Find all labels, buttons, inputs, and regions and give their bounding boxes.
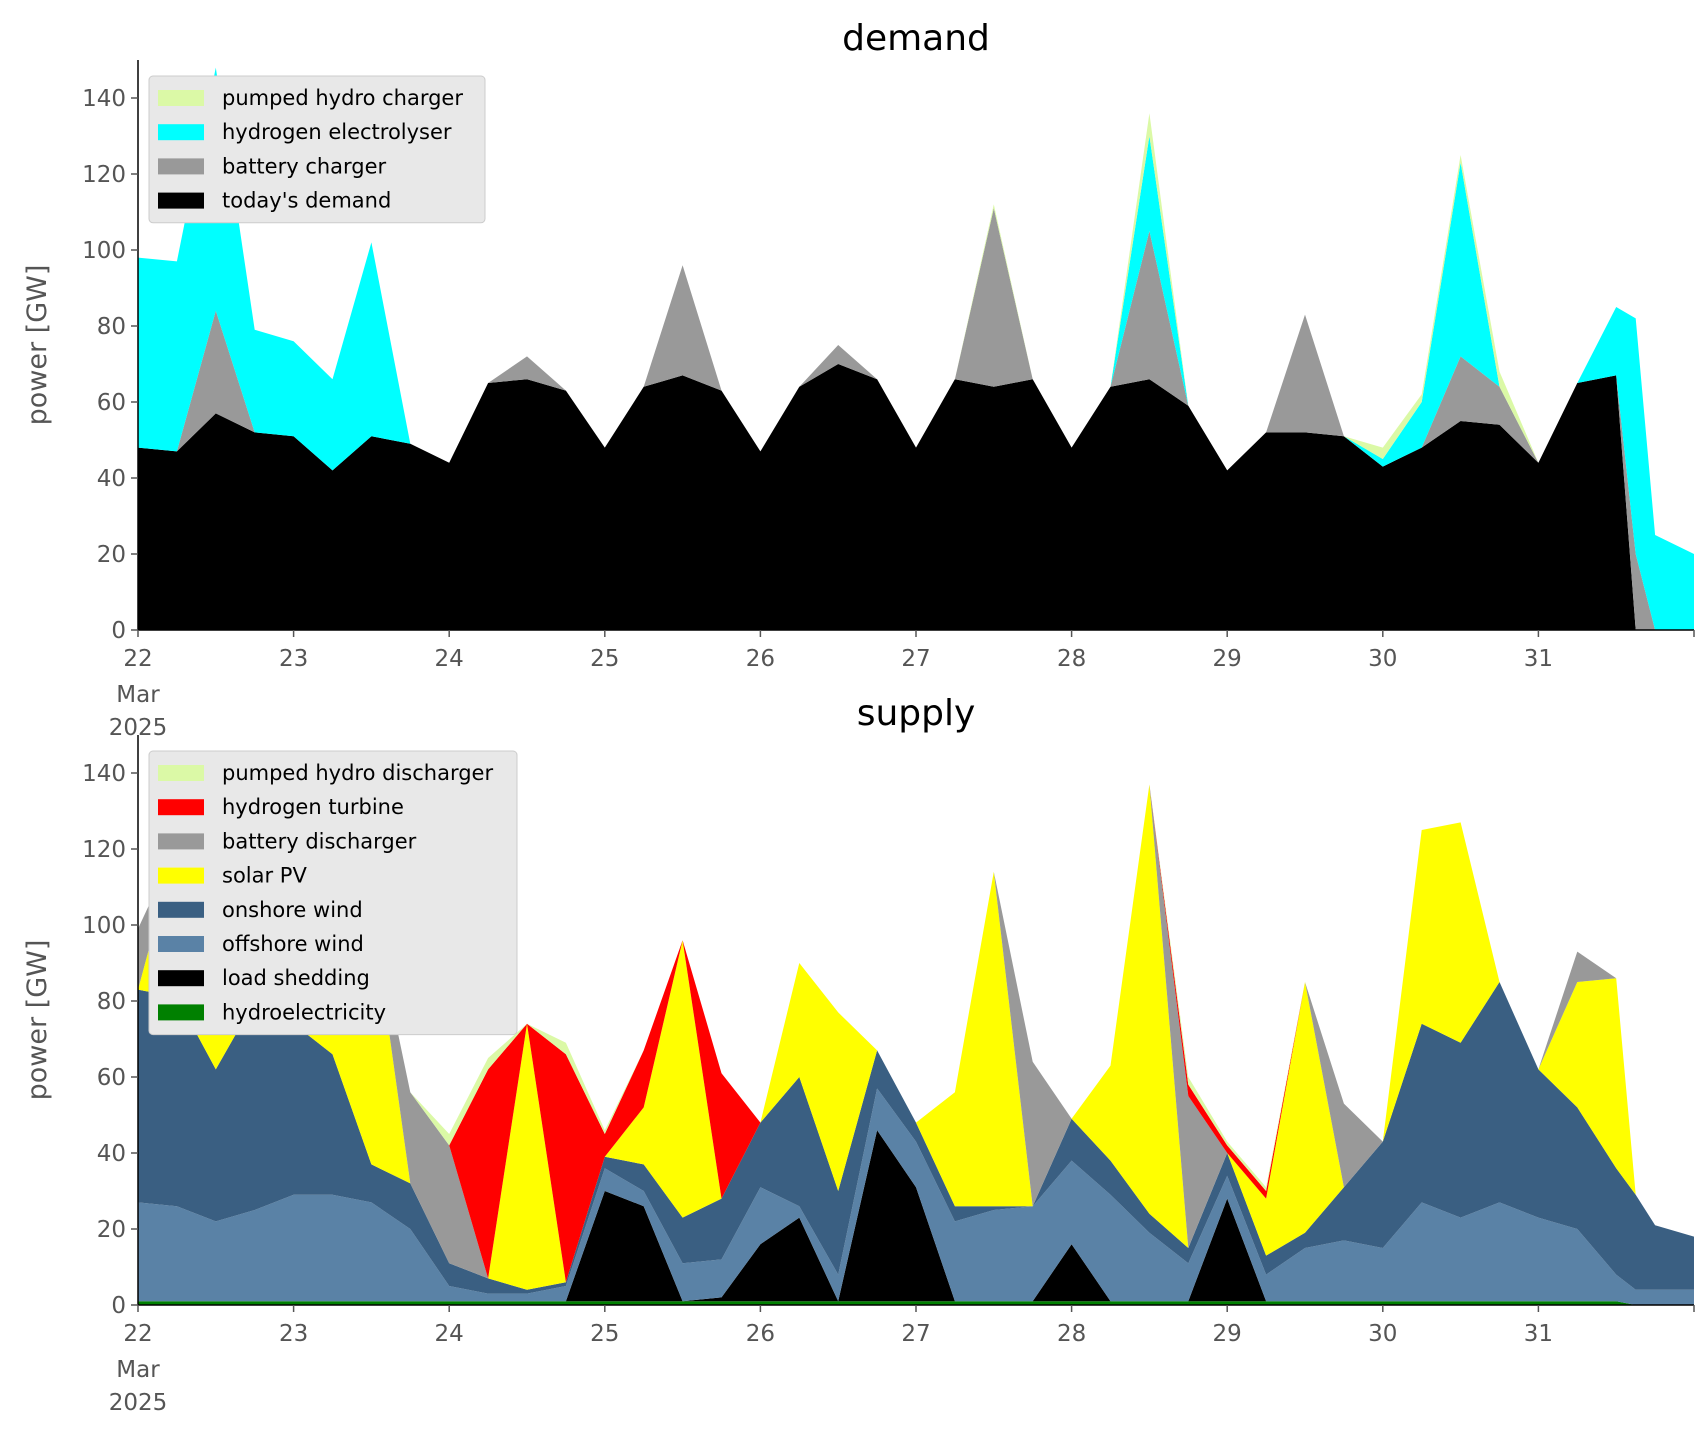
demand-x-tick-label: 28 — [1057, 646, 1086, 672]
supply-legend-label-battery-discharger: battery discharger — [222, 829, 417, 853]
demand-x-tick-label: 24 — [435, 646, 464, 672]
demand-x-tick-label: 31 — [1524, 646, 1553, 672]
demand-legend-label-today-s-demand: today's demand — [222, 189, 391, 213]
demand-legend-swatch-hydrogen-electrolyser — [158, 124, 204, 141]
demand-y-ticks: 0 20 40 60 80 100 120 140 — [82, 86, 138, 644]
supply-x-tick-label: 27 — [901, 1321, 930, 1347]
demand-y-tick-label: 100 — [82, 238, 126, 264]
supply-plot-area — [138, 750, 1694, 1305]
supply-x-tick-label: 26 — [746, 1321, 775, 1347]
demand-y-tick-label: 120 — [82, 162, 126, 188]
supply-x-tick-label: 23 — [279, 1321, 308, 1347]
supply-y-label: power [GW] — [22, 940, 53, 1101]
supply-x-ticks: 22 Mar 2025 23 24 25 26 27 28 29 30 31 — [109, 1305, 1695, 1416]
demand-title: demand — [842, 18, 990, 59]
demand-legend-label-battery-charger: battery charger — [222, 154, 387, 178]
supply-y-ticks: 0 20 40 60 80 100 120 140 — [82, 761, 138, 1319]
supply-legend-label-solar-pv: solar PV — [222, 864, 307, 888]
supply-legend-swatch-onshore-wind — [158, 901, 204, 918]
demand-x-tick-label: 26 — [746, 646, 775, 672]
demand-legend-swatch-today-s-demand — [158, 192, 204, 209]
demand-x-tick-label: 30 — [1368, 646, 1397, 672]
supply-area-hydroelectricity — [138, 1301, 1694, 1305]
supply-x-tick-label: 31 — [1524, 1321, 1553, 1347]
demand-y-tick-label: 60 — [97, 390, 126, 416]
demand-y-tick-label: 80 — [97, 314, 126, 340]
supply-y-tick-label: 100 — [82, 913, 126, 939]
supply-y-tick-label: 40 — [97, 1141, 126, 1167]
supply-y-tick-label: 80 — [97, 989, 126, 1015]
demand-x-tick-label: 27 — [901, 646, 930, 672]
supply-area-load-shedding — [138, 1130, 1694, 1305]
demand-x-tick-label: 23 — [279, 646, 308, 672]
demand-y-tick-label: 20 — [97, 542, 126, 568]
supply-y-tick-label: 60 — [97, 1065, 126, 1091]
supply-legend-swatch-pumped-hydro-discharger — [158, 765, 204, 781]
supply-x-tick-label: 22 — [123, 1321, 152, 1347]
demand-legend-label-pumped-hydro-charger: pumped hydro charger — [222, 86, 463, 110]
demand-x-tick-label: 22 — [123, 646, 152, 672]
supply-x-tick-label: 25 — [590, 1321, 619, 1347]
supply-x-tick-label: 28 — [1057, 1321, 1086, 1347]
supply-y-tick-label: 140 — [82, 761, 126, 787]
supply-legend: pumped hydro discharger hydrogen turbine b… — [148, 750, 518, 1036]
supply-legend-swatch-hydroelectricity — [158, 1004, 204, 1021]
demand-legend-swatch-battery-charger — [158, 158, 204, 175]
demand-legend-frame — [148, 75, 486, 224]
demand-y-tick-label: 0 — [111, 618, 126, 644]
supply-area-solar-pv — [138, 750, 1694, 1290]
supply-x-tick-sublabel: 2025 — [109, 1390, 168, 1416]
demand-x-tick-label: 25 — [590, 646, 619, 672]
demand-x-tick-sublabel: Mar — [116, 682, 160, 708]
supply-legend-label-hydroelectricity: hydroelectricity — [222, 1000, 386, 1024]
supply-legend-swatch-solar-pv — [158, 867, 204, 884]
supply-y-tick-label: 20 — [97, 1217, 126, 1243]
supply-legend-label-onshore-wind: onshore wind — [222, 898, 363, 922]
demand-y-tick-label: 40 — [97, 466, 126, 492]
supply-y-tick-label: 0 — [111, 1293, 126, 1319]
supply-legend-label-load-shedding: load shedding — [222, 966, 370, 990]
demand-x-tick-label: 29 — [1213, 646, 1242, 672]
demand-y-tick-label: 140 — [82, 86, 126, 112]
supply-x-tick-sublabel: Mar — [116, 1357, 160, 1383]
demand-y-label: power [GW] — [22, 265, 53, 426]
supply-area-offshore-wind — [138, 1088, 1694, 1305]
supply-legend-swatch-hydrogen-turbine — [158, 799, 204, 816]
supply-x-tick-label: 30 — [1368, 1321, 1397, 1347]
supply-panel: 0 20 40 60 80 100 120 140 22 Mar 2025 23 24 25 26 27 28… — [22, 693, 1695, 1416]
supply-legend-label-hydrogen-turbine: hydrogen turbine — [222, 795, 404, 819]
demand-area-today-s-demand — [138, 364, 1694, 630]
supply-legend-label-pumped-hydro-discharger: pumped hydro discharger — [222, 761, 493, 785]
demand-legend-swatch-pumped-hydro-charger — [158, 90, 204, 106]
supply-y-tick-label: 120 — [82, 837, 126, 863]
supply-legend-swatch-battery-discharger — [158, 833, 204, 850]
supply-title: supply — [857, 693, 976, 734]
demand-legend-label-hydrogen-electrolyser: hydrogen electrolyser — [222, 120, 452, 144]
supply-legend-swatch-load-shedding — [158, 970, 204, 987]
demand-legend: pumped hydro charger hydrogen electrolyse… — [148, 75, 486, 224]
supply-x-tick-label: 24 — [435, 1321, 464, 1347]
demand-plot-area — [138, 67, 1694, 631]
supply-area-onshore-wind — [138, 982, 1694, 1294]
supply-legend-label-offshore-wind: offshore wind — [222, 932, 364, 956]
supply-x-tick-label: 29 — [1213, 1321, 1242, 1347]
supply-legend-swatch-offshore-wind — [158, 936, 204, 952]
supply-legend-frame — [148, 750, 518, 1036]
